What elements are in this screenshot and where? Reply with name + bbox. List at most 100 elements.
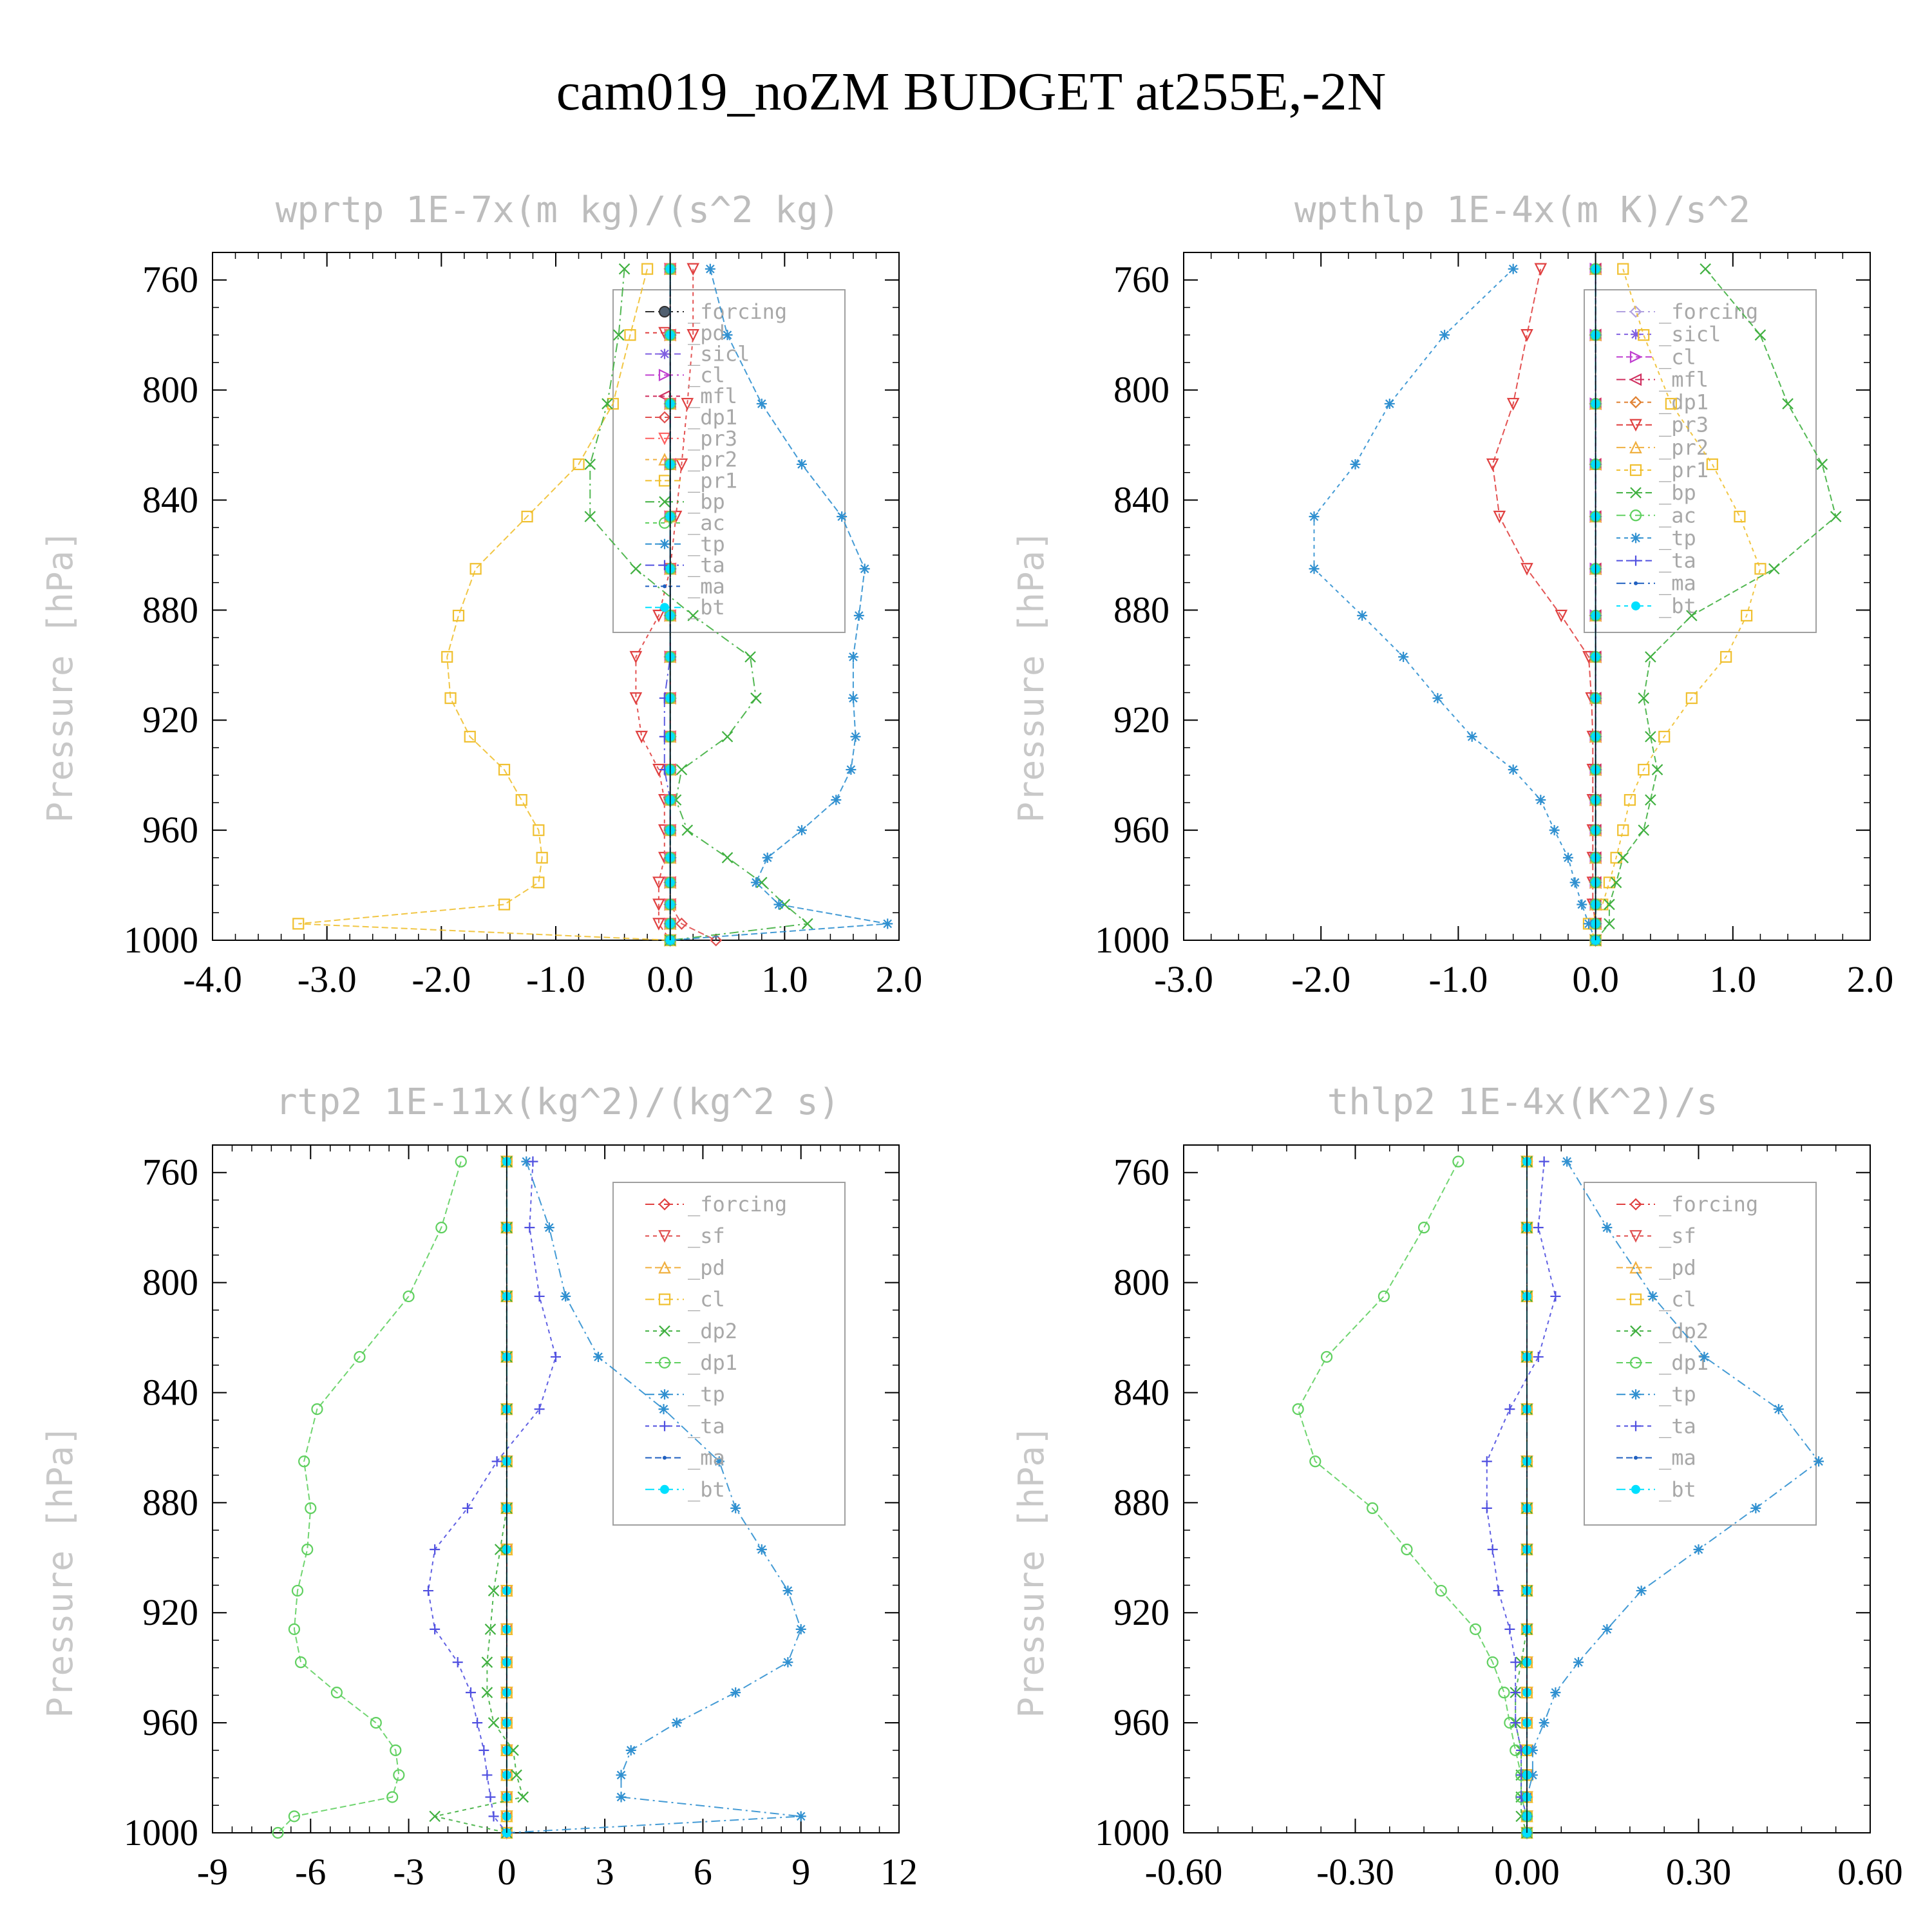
data-point [472, 1718, 483, 1728]
y-axis-label: Pressure [hPa] [40, 1425, 80, 1718]
data-point [494, 1544, 506, 1555]
panel-rtp2: rtp2 1E-11x(kg^2)/(kg^2 s) Pressure [hPa… [40, 1081, 918, 1893]
data-point [1539, 1156, 1549, 1167]
data-point [1520, 329, 1533, 342]
data-point [1504, 1404, 1515, 1415]
data-point [524, 1222, 535, 1233]
legend-marker [658, 368, 672, 382]
series-line [298, 269, 670, 941]
data-point [714, 1456, 724, 1467]
legend-label: _sicl [1659, 322, 1721, 346]
series-line [434, 1161, 524, 1833]
data-point [831, 795, 842, 806]
x-tick-label: -4.0 [183, 958, 242, 1000]
y-tick-label: 1000 [124, 1812, 198, 1853]
legend-label: _tp [1659, 526, 1696, 550]
data-point [573, 458, 585, 471]
y-axis-label: Pressure [hPa] [1011, 529, 1052, 822]
data-point [1573, 1657, 1584, 1668]
legend-marker [1629, 373, 1642, 386]
data-point [681, 824, 694, 836]
plot-frame [212, 252, 900, 941]
y-tick-label: 920 [142, 699, 198, 741]
legend-marker [663, 1455, 667, 1460]
legend-label: _pr2 [688, 448, 737, 472]
series-tp: _tp [1309, 263, 1696, 945]
data-point [624, 329, 636, 341]
y-tick-label: 1000 [1095, 1812, 1170, 1853]
data-point [1665, 397, 1677, 410]
data-point [658, 1404, 669, 1415]
data-point [370, 1717, 382, 1729]
y-tick-label: 960 [142, 1701, 198, 1743]
data-point [298, 1455, 310, 1468]
data-point [1693, 1544, 1704, 1555]
data-point [681, 397, 694, 411]
y-tick-label: 880 [1113, 1481, 1170, 1523]
data-point [1452, 1155, 1464, 1168]
data-point [288, 1810, 301, 1823]
x-tick-label: -3.0 [298, 958, 357, 1000]
legend-marker [659, 496, 670, 507]
legend-label: _sicl [688, 342, 750, 366]
y-axis-label: Pressure [hPa] [1011, 1425, 1052, 1718]
series-ta: _ta [1481, 1156, 1696, 1838]
series-line [427, 1161, 557, 1833]
legend-label: _tp [688, 1382, 725, 1406]
data-point [1638, 824, 1649, 836]
x-tick-label: -9 [197, 1851, 228, 1893]
data-point [848, 693, 858, 704]
data-point [272, 1826, 284, 1839]
x-tick-label: -0.30 [1316, 1851, 1394, 1893]
data-point [1350, 459, 1361, 469]
data-point [802, 918, 813, 930]
data-point [488, 1717, 500, 1728]
x-tick-label: -2.0 [1291, 958, 1350, 1000]
legend-marker [1631, 601, 1640, 611]
data-point [1636, 1586, 1647, 1596]
data-point [1617, 263, 1629, 275]
legend-label: _ta [1659, 1414, 1696, 1438]
data-point [301, 1543, 314, 1556]
data-point [551, 1351, 561, 1362]
data-point [1647, 1291, 1658, 1302]
data-point [850, 731, 861, 742]
data-point [1706, 458, 1718, 471]
data-point [1510, 1687, 1521, 1698]
data-point [1750, 1502, 1761, 1513]
data-point [544, 1222, 554, 1233]
data-point [584, 459, 596, 470]
data-point [488, 1811, 499, 1822]
data-point [527, 1156, 538, 1167]
legend-label: _pr1 [1659, 458, 1709, 482]
data-point [498, 764, 511, 776]
legend-marker [1629, 1198, 1642, 1211]
data-point [1741, 609, 1753, 622]
data-point [430, 1624, 440, 1634]
legend-label: _mfl [1659, 367, 1709, 392]
data-point [848, 651, 858, 662]
legend-label: _ac [1659, 503, 1696, 527]
legend-marker [658, 1356, 671, 1369]
data-point [1645, 794, 1656, 806]
data-point [705, 263, 715, 274]
data-point [1754, 563, 1766, 575]
x-tick-label: -1.0 [526, 958, 585, 1000]
data-point [1754, 329, 1766, 341]
data-point [1624, 794, 1636, 806]
data-point [560, 1291, 571, 1302]
legend-marker [1629, 396, 1642, 409]
data-point [488, 1585, 500, 1596]
legend-marker [659, 1389, 670, 1400]
data-point [498, 898, 511, 911]
legend-label: _dp1 [1659, 1350, 1709, 1375]
legend-box [1584, 1182, 1817, 1526]
data-point [1602, 1624, 1613, 1634]
data-point [756, 398, 767, 409]
data-point [795, 1811, 806, 1822]
data-point [292, 918, 305, 930]
data-point [1401, 1543, 1413, 1556]
data-point [485, 1792, 496, 1803]
data-point [393, 1769, 405, 1781]
y-tick-label: 760 [142, 259, 198, 301]
